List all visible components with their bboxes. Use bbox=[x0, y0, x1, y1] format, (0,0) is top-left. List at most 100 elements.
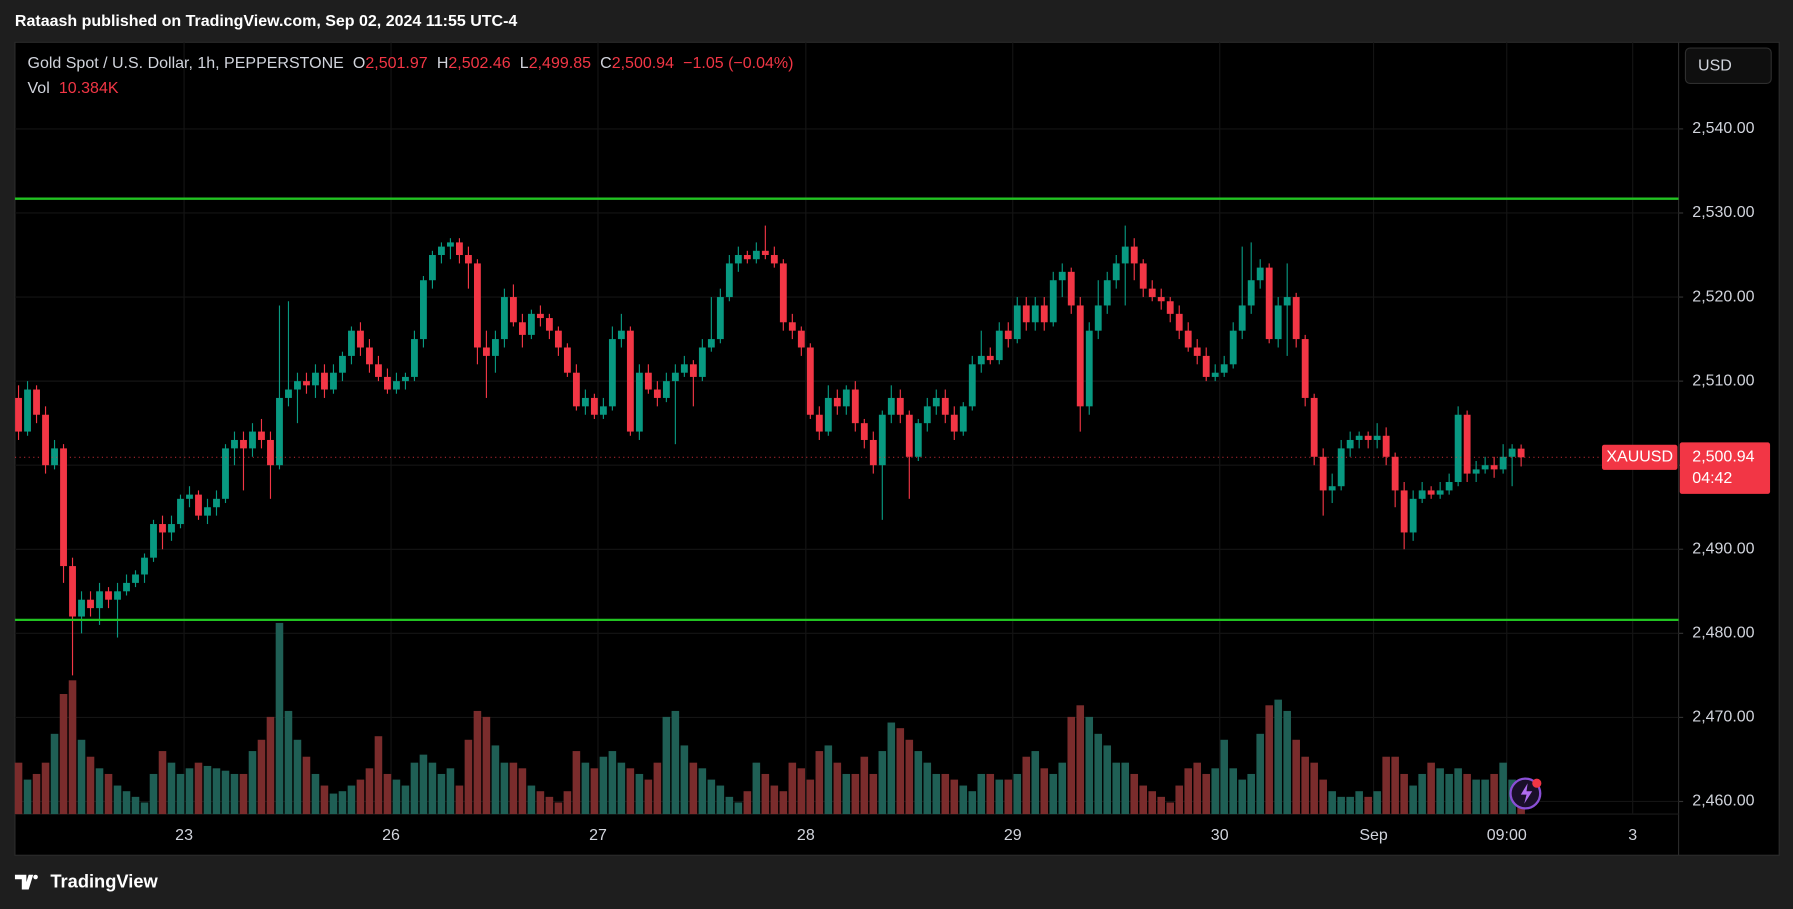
candle-body bbox=[1319, 456, 1327, 491]
brand: TradingView bbox=[50, 871, 158, 892]
candle-body bbox=[1382, 435, 1390, 457]
ohlc-value: 2,501.97 bbox=[365, 55, 427, 72]
candle-body bbox=[123, 582, 130, 592]
volume-bar bbox=[1292, 739, 1300, 815]
volume-bar bbox=[1211, 768, 1219, 815]
volume-bar bbox=[401, 785, 410, 815]
candle-body bbox=[1463, 414, 1471, 474]
volume-bar bbox=[1067, 716, 1076, 815]
volume-bar bbox=[1130, 773, 1139, 815]
candle-body bbox=[213, 498, 220, 508]
volume-bar bbox=[212, 768, 221, 815]
volume-bar bbox=[1247, 773, 1255, 815]
candle-body bbox=[1175, 313, 1183, 331]
y-tick-label: 2,540.00 bbox=[1692, 120, 1754, 137]
candle-body bbox=[1247, 280, 1255, 306]
volume-bar bbox=[230, 773, 239, 815]
volume-bar bbox=[1202, 773, 1210, 815]
candle-body bbox=[869, 439, 877, 466]
volume-bar bbox=[662, 716, 671, 815]
volume-bar bbox=[806, 779, 815, 815]
ohlc-key: C bbox=[600, 55, 612, 72]
candle-body bbox=[1265, 267, 1273, 340]
candle-body bbox=[1355, 435, 1363, 440]
candle-body bbox=[824, 397, 832, 432]
candle-body bbox=[761, 250, 769, 256]
volume-bar bbox=[968, 791, 977, 815]
candle-body bbox=[500, 297, 508, 340]
candle-body bbox=[267, 439, 274, 466]
y-tick-label: 2,460.00 bbox=[1692, 793, 1754, 810]
ohlc-value: 2,502.46 bbox=[448, 55, 510, 72]
volume-bar bbox=[608, 751, 617, 815]
alert-bolt[interactable] bbox=[1520, 783, 1533, 804]
volume-bar bbox=[644, 779, 653, 815]
candle-body bbox=[87, 599, 94, 609]
volume-bar bbox=[977, 773, 986, 815]
volume-bar bbox=[1085, 716, 1094, 815]
volume-bar bbox=[23, 779, 32, 815]
alert-dot[interactable] bbox=[1532, 778, 1542, 788]
candle-body bbox=[1022, 305, 1030, 323]
candle-body bbox=[1103, 280, 1111, 306]
candle-body bbox=[51, 448, 58, 466]
volume-bar bbox=[860, 756, 869, 815]
volume-bar bbox=[1427, 762, 1435, 815]
volume-bar bbox=[500, 762, 509, 815]
volume-bar bbox=[1454, 768, 1462, 815]
candle-body bbox=[1310, 397, 1318, 457]
volume-bar bbox=[185, 768, 194, 815]
candle-body bbox=[1229, 330, 1237, 365]
x-tick-label: 27 bbox=[589, 827, 607, 844]
volume-bar bbox=[887, 722, 896, 815]
candle-body bbox=[1292, 297, 1300, 340]
volume-bar bbox=[392, 779, 401, 815]
candle-body bbox=[509, 297, 517, 323]
volume-bar bbox=[1409, 785, 1417, 815]
volume-bar bbox=[311, 773, 320, 815]
candle-body bbox=[941, 397, 949, 415]
candle-body bbox=[1085, 330, 1093, 407]
volume-bar bbox=[725, 796, 734, 815]
currency-button[interactable] bbox=[1684, 47, 1772, 85]
change: −1.05 (−0.04%) bbox=[683, 55, 793, 72]
volume-bar bbox=[563, 791, 572, 815]
candle-body bbox=[887, 397, 895, 415]
volume-bar bbox=[1175, 785, 1183, 815]
volume-bar bbox=[1355, 791, 1363, 815]
volume-bar bbox=[203, 765, 212, 815]
volume-bar bbox=[788, 762, 797, 815]
candle-body bbox=[644, 372, 652, 390]
volume-bar bbox=[626, 768, 635, 815]
currency-label[interactable]: USD bbox=[1698, 58, 1732, 75]
candle-body bbox=[1337, 448, 1345, 487]
volume-bar bbox=[671, 710, 680, 815]
candle-body bbox=[366, 347, 373, 365]
volume-bar bbox=[599, 756, 608, 815]
candle-body bbox=[1490, 465, 1498, 470]
volume-bar bbox=[1328, 791, 1336, 815]
volume-bar bbox=[986, 773, 995, 815]
volume-bar bbox=[176, 773, 185, 815]
volume-bar bbox=[797, 768, 806, 815]
candle-body bbox=[1139, 263, 1147, 289]
candle-body bbox=[1400, 490, 1408, 533]
volume-bar bbox=[1283, 710, 1291, 815]
volume-bar bbox=[428, 762, 437, 815]
axes: 2,460.002,470.002,480.002,490.002,500.00… bbox=[14, 120, 1771, 844]
candle-body bbox=[204, 507, 211, 516]
volume-bar bbox=[158, 751, 167, 815]
volume-bar bbox=[1139, 785, 1148, 815]
candle-body bbox=[1346, 439, 1354, 449]
candle-body bbox=[698, 347, 706, 377]
candle-body bbox=[231, 439, 238, 449]
volume-bar bbox=[833, 762, 842, 815]
volume-bar bbox=[617, 762, 626, 815]
candle-body bbox=[959, 406, 967, 432]
alert-icon[interactable] bbox=[1509, 777, 1542, 810]
candle-body bbox=[806, 347, 814, 415]
volume-bar bbox=[14, 762, 23, 815]
y-tick-label: 2,530.00 bbox=[1692, 204, 1754, 221]
publisher: Rataash published on TradingView.com, Se… bbox=[15, 13, 517, 30]
